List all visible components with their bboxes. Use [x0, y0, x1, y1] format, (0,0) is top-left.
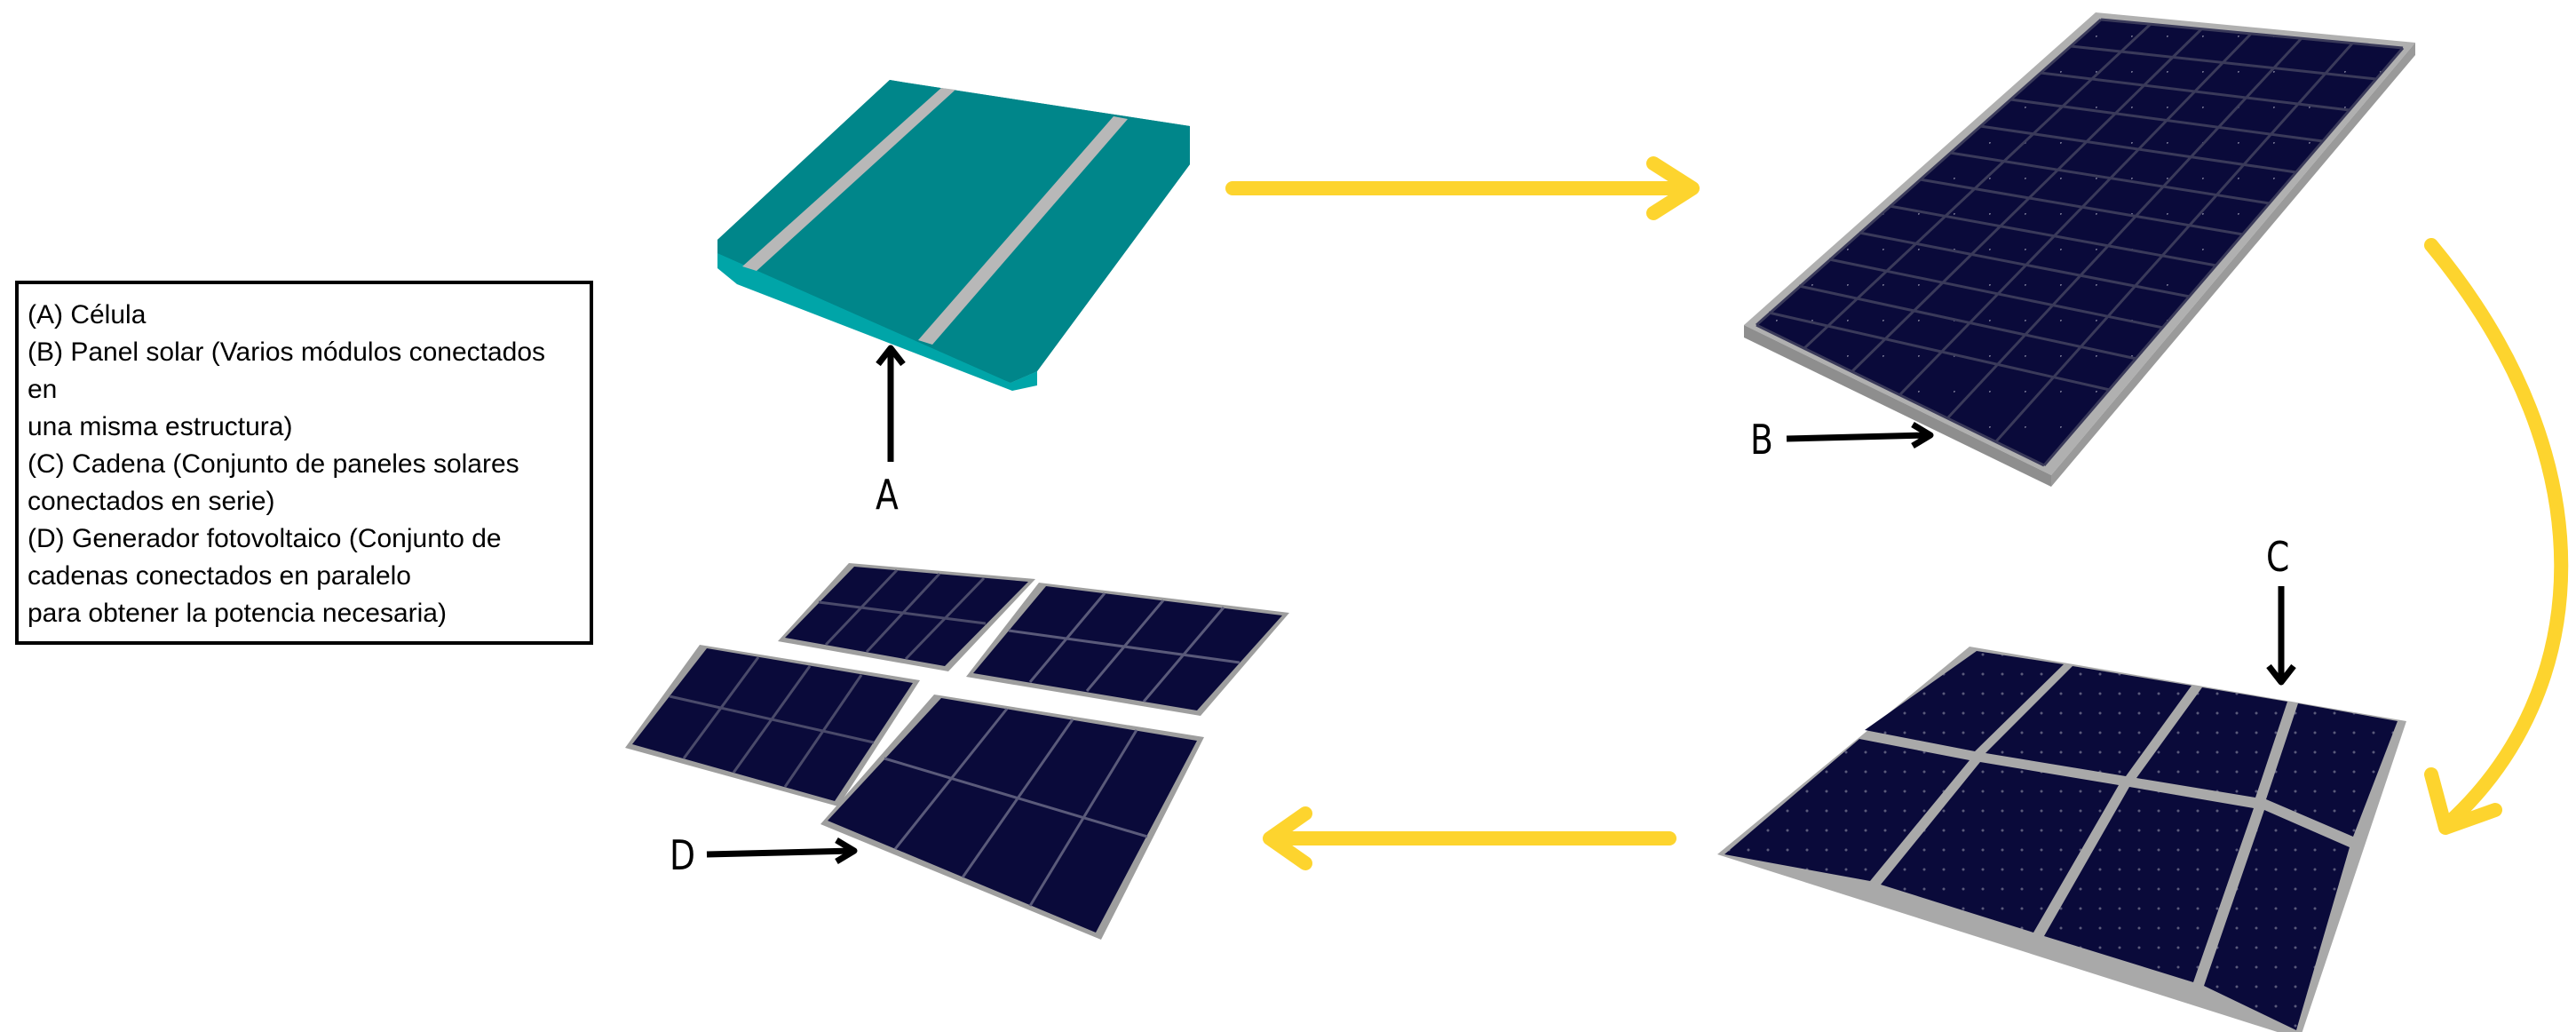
legend-line-c1: (C) Cadena (Conjunto de paneles solares	[28, 449, 519, 479]
legend-box: (A) Célula (B) Panel solar (Varios módul…	[15, 281, 593, 645]
legend-line-b2: en	[28, 375, 58, 404]
pointer-arrow-a	[876, 345, 906, 462]
legend-line-d2: cadenas conectados en paralelo	[28, 561, 411, 591]
label-b: B	[1750, 416, 1773, 464]
panel-string-icon	[1717, 647, 2406, 1032]
flow-arrow-b-to-c	[2424, 238, 2569, 835]
solar-cell-icon	[717, 80, 1190, 391]
legend-line-b1: (B) Panel solar (Varios módulos conectad…	[28, 337, 546, 367]
legend-line-a: (A) Célula	[28, 300, 147, 329]
pointer-arrow-c	[2266, 586, 2296, 686]
label-c: C	[2266, 533, 2290, 581]
pointer-arrow-d	[706, 837, 858, 865]
legend-line-d1: (D) Generador fotovoltaico (Conjunto de	[28, 524, 502, 553]
solar-panel-icon	[1744, 12, 2415, 487]
pv-array-icon	[625, 563, 1289, 940]
legend-line-c2: conectados en serie)	[28, 487, 275, 516]
label-d: D	[670, 831, 696, 879]
legend-line-d3: para obtener la potencia necesaria)	[28, 599, 447, 628]
label-a: A	[876, 471, 899, 519]
legend-line-b3: una misma estructura)	[28, 412, 293, 441]
pointer-arrow-b	[1786, 421, 1934, 449]
flow-arrow-a-to-b	[1225, 156, 1700, 220]
flow-arrow-c-to-d	[1263, 806, 1676, 870]
